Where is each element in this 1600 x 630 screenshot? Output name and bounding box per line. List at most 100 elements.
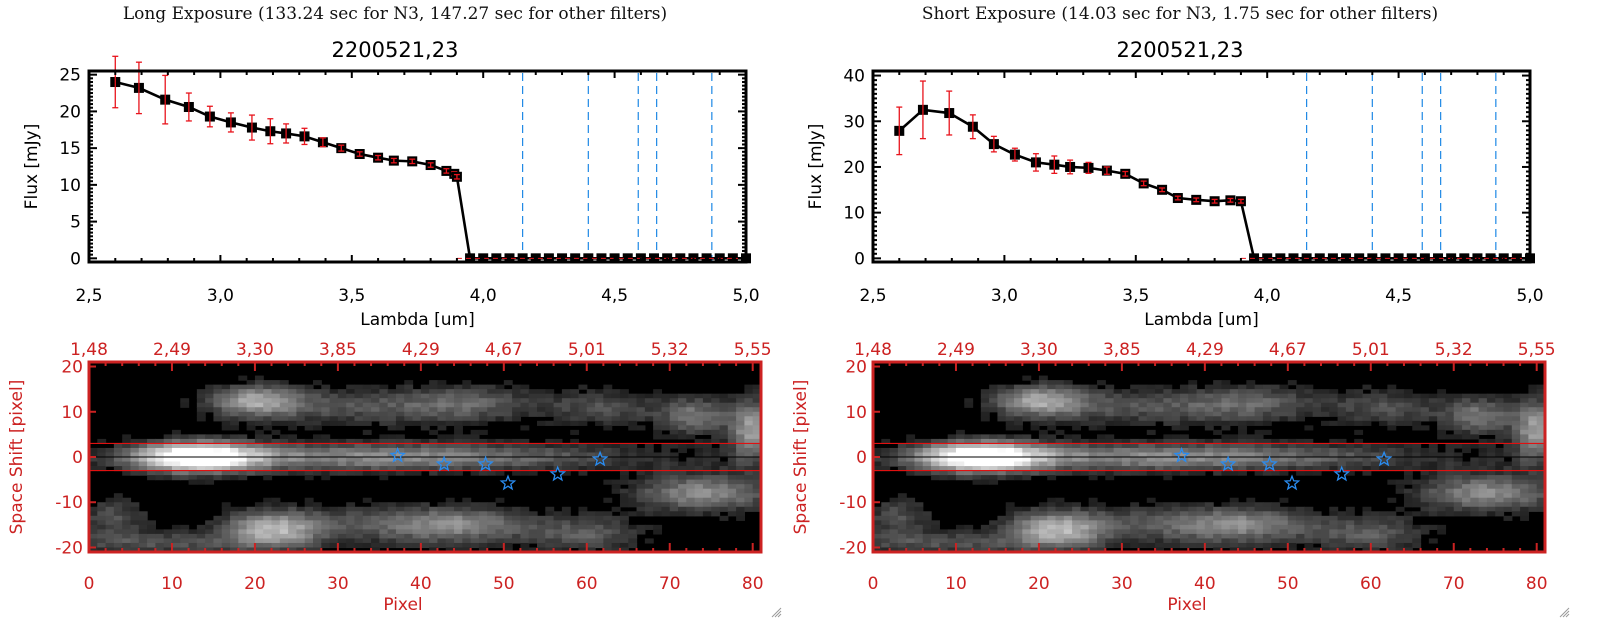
image-pixel bbox=[1254, 447, 1264, 454]
image-pixel bbox=[619, 529, 629, 535]
image-pixel bbox=[163, 461, 173, 467]
image-pixel bbox=[955, 438, 965, 445]
image-pixel bbox=[445, 438, 455, 445]
image-pixel bbox=[914, 443, 924, 449]
image-pixel bbox=[603, 425, 613, 431]
image-pixel bbox=[454, 443, 463, 449]
image-pixel bbox=[462, 506, 472, 512]
image-pixel bbox=[296, 402, 306, 408]
image-pixel bbox=[1321, 529, 1330, 535]
image-pixel bbox=[404, 538, 414, 544]
image-pixel bbox=[1047, 425, 1057, 431]
image-pixel bbox=[1188, 506, 1198, 512]
image-pixel bbox=[1097, 407, 1106, 413]
image-pixel bbox=[1246, 529, 1256, 535]
resize-grip-icon[interactable] bbox=[1558, 606, 1570, 618]
image-pixel bbox=[296, 393, 306, 399]
image-pixel bbox=[1246, 384, 1256, 390]
image-pixel bbox=[686, 411, 696, 417]
image-pixel bbox=[1088, 452, 1098, 458]
image-pixel bbox=[939, 538, 949, 544]
image-pixel bbox=[595, 393, 604, 399]
image-pixel bbox=[113, 452, 123, 458]
image-pixel bbox=[561, 533, 571, 540]
image-pixel bbox=[147, 470, 156, 476]
image-pixel bbox=[997, 384, 1007, 390]
image-pixel bbox=[404, 443, 414, 449]
image-pixel bbox=[329, 393, 339, 399]
image-pixel bbox=[1528, 402, 1538, 408]
image-pixel bbox=[254, 524, 264, 530]
image-pixel bbox=[395, 542, 405, 549]
image-pixel bbox=[1395, 452, 1405, 458]
y-tick-label: 10 bbox=[843, 204, 865, 224]
image-pixel bbox=[1337, 398, 1347, 404]
image-pixel bbox=[719, 411, 729, 417]
image-pixel bbox=[271, 420, 281, 426]
image-pixel bbox=[313, 434, 322, 440]
top-wavelength-tick-label: 1,48 bbox=[854, 340, 892, 360]
image-pixel bbox=[586, 547, 596, 553]
image-pixel bbox=[1511, 420, 1521, 426]
image-pixel bbox=[1503, 493, 1513, 499]
image-pixel bbox=[1163, 420, 1173, 426]
image-pixel bbox=[238, 407, 248, 413]
image-pixel bbox=[1179, 533, 1189, 540]
image-pixel bbox=[1495, 402, 1505, 408]
image-pixel bbox=[897, 524, 907, 530]
image-pixel bbox=[512, 398, 522, 404]
image-pixel bbox=[628, 493, 638, 499]
image-pixel bbox=[454, 515, 463, 521]
image-pixel bbox=[686, 502, 696, 508]
image-pixel bbox=[1470, 497, 1480, 503]
image-pixel bbox=[1047, 434, 1057, 440]
image-pixel bbox=[553, 438, 563, 445]
image-pixel bbox=[429, 524, 439, 530]
image-pixel bbox=[997, 438, 1007, 445]
image-pixel bbox=[653, 407, 663, 413]
y-tick-label: -20 bbox=[55, 538, 83, 558]
image-pixel bbox=[1486, 502, 1496, 508]
image-pixel bbox=[1014, 411, 1023, 417]
image-pixel bbox=[362, 429, 372, 435]
image-pixel bbox=[346, 402, 356, 408]
image-pixel bbox=[1005, 411, 1015, 417]
image-pixel bbox=[1130, 393, 1140, 399]
image-pixel bbox=[736, 475, 746, 481]
image-pixel bbox=[445, 466, 455, 472]
image-pixel bbox=[462, 416, 472, 422]
top-wavelength-tick-label: 2,49 bbox=[937, 340, 975, 360]
image-pixel bbox=[1462, 466, 1471, 472]
image-pixel bbox=[1097, 457, 1106, 463]
image-pixel bbox=[321, 402, 331, 408]
image-pixel bbox=[570, 420, 580, 426]
image-pixel bbox=[1511, 484, 1521, 490]
image-pixel bbox=[1246, 515, 1256, 521]
image-pixel bbox=[387, 411, 397, 417]
image-pixel bbox=[512, 416, 522, 422]
image-pixel bbox=[495, 470, 505, 476]
resize-grip-icon[interactable] bbox=[770, 606, 782, 618]
image-pixel bbox=[138, 466, 148, 472]
image-pixel bbox=[897, 515, 907, 521]
image-pixel bbox=[678, 425, 687, 431]
image-pixel bbox=[964, 461, 974, 467]
image-pixel bbox=[1155, 438, 1164, 445]
image-pixel bbox=[246, 420, 256, 426]
image-pixel bbox=[669, 429, 679, 435]
image-pixel bbox=[1503, 479, 1513, 485]
image-pixel bbox=[1279, 398, 1289, 404]
image-pixel bbox=[686, 443, 696, 449]
image-pixel bbox=[171, 542, 181, 549]
image-pixel bbox=[1179, 384, 1189, 390]
image-pixel bbox=[947, 438, 957, 445]
image-pixel bbox=[1296, 533, 1306, 540]
image-pixel bbox=[1163, 443, 1173, 449]
image-pixel bbox=[1204, 425, 1214, 431]
image-pixel bbox=[537, 529, 546, 535]
image-pixel bbox=[1171, 538, 1181, 544]
image-pixel bbox=[429, 452, 439, 458]
image-pixel bbox=[711, 461, 721, 467]
image-pixel bbox=[238, 389, 248, 395]
